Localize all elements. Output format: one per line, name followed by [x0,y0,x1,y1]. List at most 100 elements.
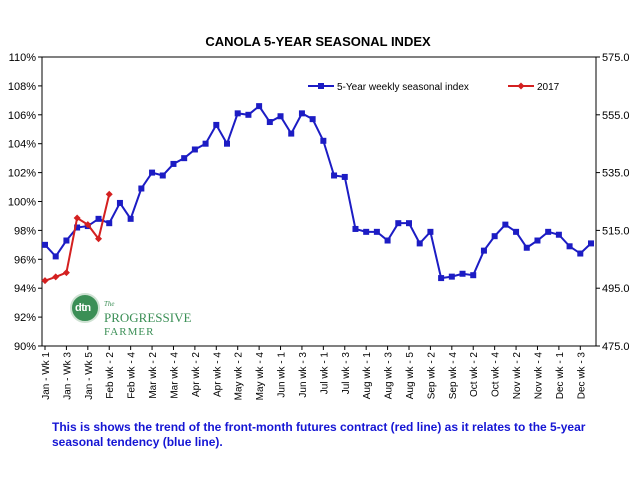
x-tick-label: Oct wk - 2 [469,352,480,397]
y-tick-label: 94% [14,283,36,295]
x-tick-label: Nov wk - 4 [533,352,544,400]
x-tick-label: Mar wk - 2 [148,352,159,399]
x-tick-label: Dec wk - 1 [555,352,566,400]
futures-2017-point [63,269,70,276]
x-tick-label: Apr wk - 2 [191,352,202,397]
seasonal-index-point [96,216,102,222]
x-tick-label: Jun wk - 3 [298,352,309,398]
seasonal-index-point [534,238,540,244]
seasonal-index-point [331,172,337,178]
seasonal-index-point [406,220,412,226]
seasonal-index-point [160,172,166,178]
seasonal-index-point [513,229,519,235]
x-tick-label: Jan - Wk 5 [84,352,95,400]
futures-2017-point [106,191,113,198]
logo-circle-text: dtn [75,302,91,314]
seasonal-index-point [170,161,176,167]
seasonal-index-point [417,240,423,246]
x-tick-label: Jul wk - 3 [341,352,352,395]
seasonal-index-point [192,146,198,152]
seasonal-index-point [449,274,455,280]
seasonal-index-point [363,229,369,235]
logo-wordmark: The PROGRESSIVE FARMER [104,295,190,339]
seasonal-index-point [117,200,123,206]
chart-marks [42,103,595,284]
y2-tick-label: 495.0 [602,283,630,295]
x-tick-label: Aug wk - 5 [405,352,416,400]
seasonal-index-point [213,122,219,128]
x-tick-label: Sep wk - 2 [426,352,437,400]
seasonal-index-point [577,251,583,257]
x-tick-label: Nov wk - 2 [512,352,523,400]
seasonal-index-point [149,170,155,176]
seasonal-index-point [427,229,433,235]
y2-tick-label: 535.0 [602,168,630,180]
y-tick-label: 102% [8,168,36,180]
seasonal-index-chart: CANOLA 5-YEAR SEASONAL INDEX 110% 108% 106… [0,0,640,420]
x-tick-label: Jul wk - 1 [319,352,330,395]
y-tick-label: 92% [14,312,36,324]
seasonal-index-point [385,238,391,244]
seasonal-index-point [502,222,508,228]
x-tick-label: Jun wk - 1 [277,352,288,398]
seasonal-index-point [224,141,230,147]
logo-line1: The [104,300,115,308]
seasonal-index-point [106,220,112,226]
futures-2017-point [42,277,49,284]
seasonal-index-point [545,229,551,235]
y-tick-label: 106% [8,110,36,122]
x-tick-label: Aug wk - 3 [384,352,395,400]
y2-tick-label: 575.0 [602,52,630,64]
seasonal-index-point [256,103,262,109]
seasonal-index-point [310,116,316,122]
seasonal-index-point [203,141,209,147]
futures-2017-point [52,273,59,280]
chart-caption: This is shows the trend of the front-mon… [52,420,622,450]
x-tick-label: Feb wk - 4 [127,352,138,399]
seasonal-index-point [320,138,326,144]
seasonal-index-line [45,106,591,278]
logo-line3: FARMER [104,326,154,338]
y-tick-label: 110% [9,52,37,64]
seasonal-index-point [299,110,305,116]
seasonal-index-point [138,185,144,191]
seasonal-index-point [438,275,444,281]
x-tick-label: Aug wk - 1 [362,352,373,400]
x-tick-label: Oct wk - 4 [491,352,502,397]
x-tick-label: Jan - Wk 3 [62,352,73,400]
y-tick-label: 100% [8,197,36,209]
seasonal-index-point [352,226,358,232]
seasonal-index-point [492,233,498,239]
y-tick-label: 98% [14,225,36,237]
seasonal-index-point [288,131,294,137]
seasonal-index-point [460,271,466,277]
chart-title: CANOLA 5-YEAR SEASONAL INDEX [205,34,431,49]
seasonal-index-point [395,220,401,226]
y2-tick-label: 515.0 [602,225,630,237]
seasonal-index-point [374,229,380,235]
seasonal-index-point [181,155,187,161]
legend-marker-diamond [518,83,525,90]
seasonal-index-point [245,112,251,118]
seasonal-index-point [470,272,476,278]
seasonal-index-point [567,243,573,249]
seasonal-index-point [556,232,562,238]
x-tick-label: Sep wk - 4 [448,352,459,400]
seasonal-index-point [342,174,348,180]
seasonal-index-point [524,245,530,251]
y-tick-label: 96% [14,254,36,266]
seasonal-index-point [588,240,594,246]
y-tick-label: 104% [8,139,36,151]
seasonal-index-point [481,248,487,254]
seasonal-index-point [53,253,59,259]
logo-line2: PROGRESSIVE [104,310,191,325]
y-tick-label: 108% [8,81,36,93]
x-tick-label: Jan - Wk 1 [41,352,52,400]
y-tick-label: 90% [14,341,36,353]
x-tick-label: May wk - 2 [234,352,245,401]
x-tick-label: Dec wk - 3 [576,352,587,400]
seasonal-index-point [235,110,241,116]
legend-marker-square [318,83,324,89]
chart-legend: 5-Year weekly seasonal index 2017 [308,82,560,93]
x-tick-label: Apr wk - 4 [212,352,223,397]
